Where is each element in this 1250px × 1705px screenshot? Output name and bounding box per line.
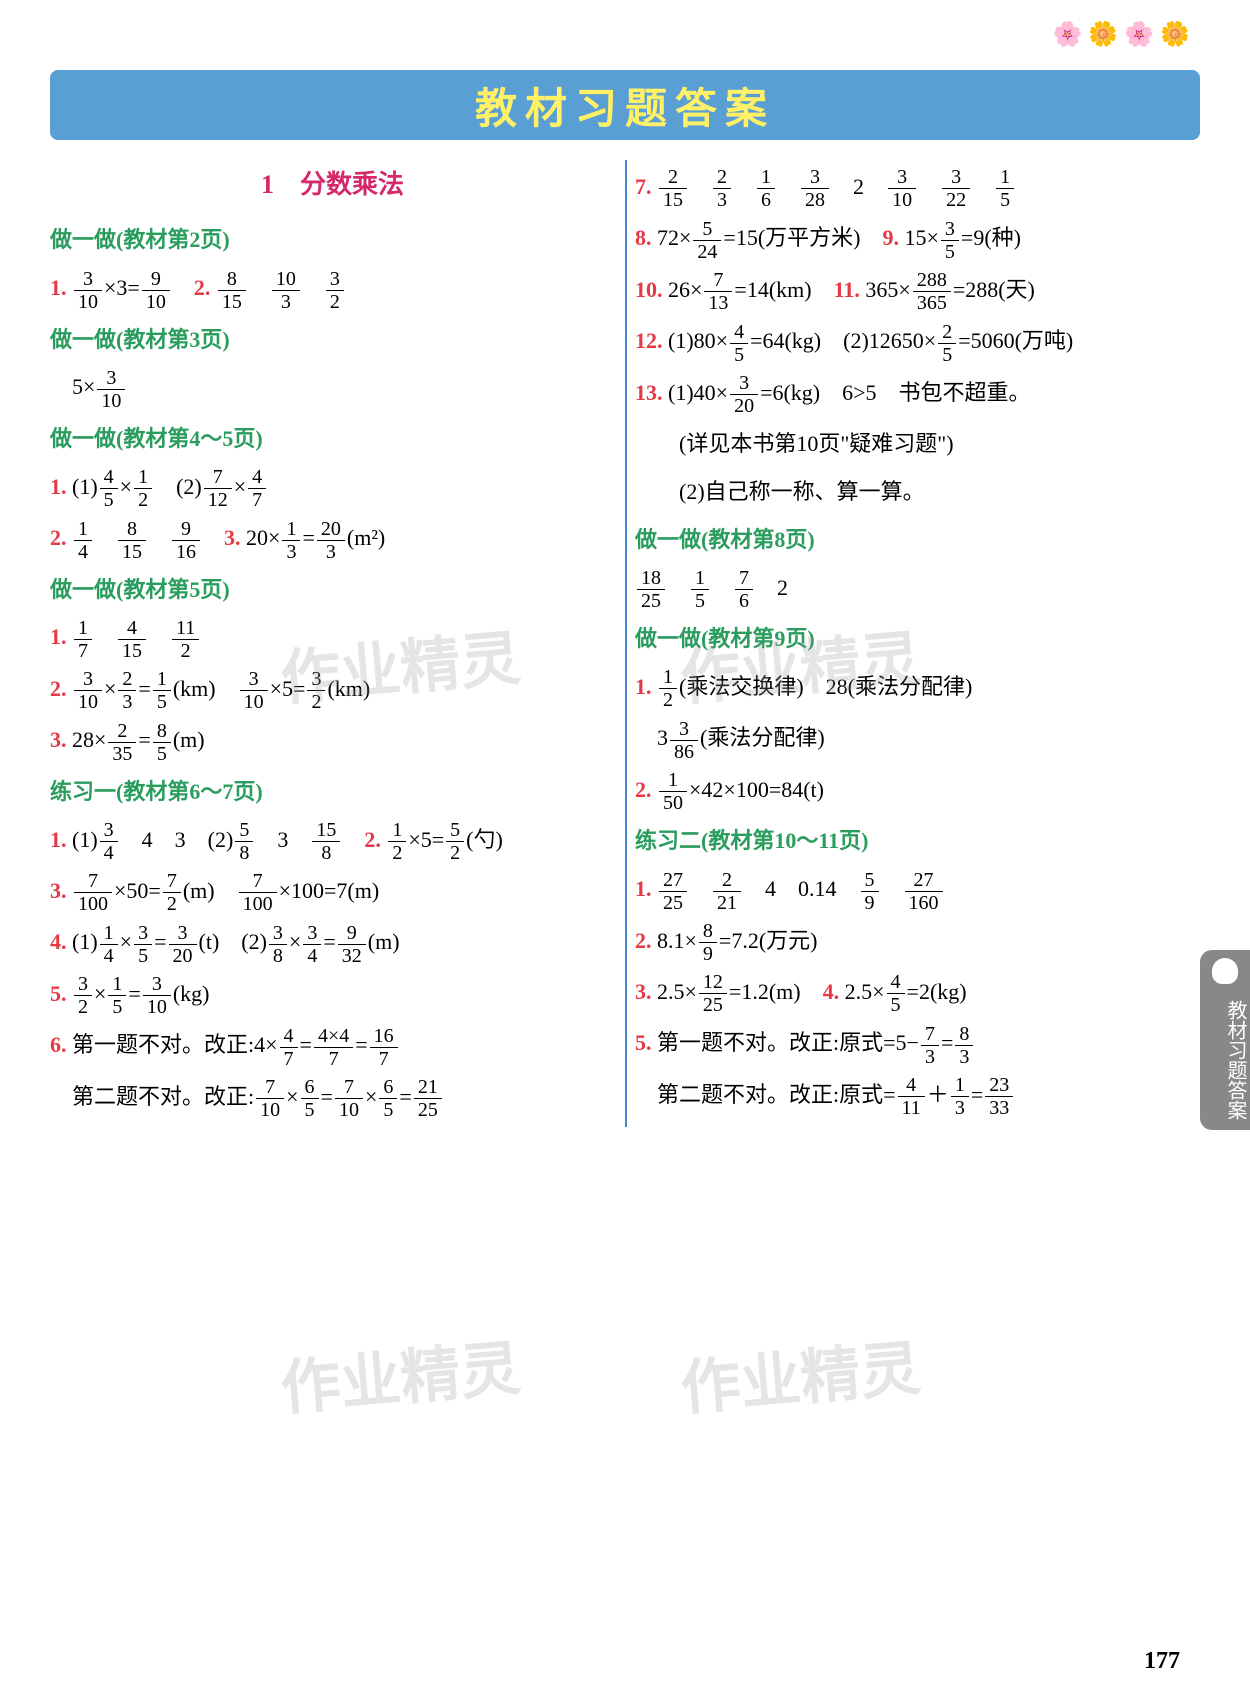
answer-line: 做一做(教材第2页)	[50, 219, 615, 261]
answer-line: 3. 2.5×1225=1.2(m) 4. 2.5×45=2(kg)	[635, 971, 1200, 1016]
title-banner: 教材习题答案	[50, 70, 1200, 140]
answer-line: 1. (1)34 4 3 (2)58 3 158 2. 12×5=52(勺)	[50, 819, 615, 864]
answer-line: 练习二(教材第10～11页)	[635, 820, 1200, 862]
answer-line: 4. (1)14×35=320(t) (2)38×34=932(m)	[50, 921, 615, 966]
answer-line: 做一做(教材第8页)	[635, 519, 1200, 561]
watermark: 作业精灵	[677, 1320, 924, 1428]
answer-line: 1825 15 76 2	[635, 567, 1200, 612]
answer-line: 6. 第一题不对。改正:4×47=4×47=167	[50, 1024, 615, 1069]
answer-line: 做一做(教材第3页)	[50, 319, 615, 361]
right-column: 7. 215 23 16 328 2 310 322 15 8. 72×524=1…	[635, 160, 1200, 1127]
answer-line: 5×310	[50, 366, 615, 411]
answer-line: (2)自己称一称、算一算。	[635, 471, 1200, 513]
answer-line: 5. 32×15=310(kg)	[50, 973, 615, 1018]
answer-line: 3. 28×235=85(m)	[50, 719, 615, 764]
banner-title: 教材习题答案	[475, 75, 775, 136]
answer-line: 做一做(教材第9页)	[635, 618, 1200, 660]
answer-line: 做一做(教材第4～5页)	[50, 418, 615, 460]
answer-line: 第二题不对。改正:原式=411＋13=2333	[635, 1074, 1200, 1119]
answer-line: 1. (1)45×12 (2)712×47	[50, 466, 615, 511]
content-wrapper: 1 分数乘法 做一做(教材第2页) 1. 310×3=910 2. 815 103…	[50, 160, 1200, 1127]
answer-line: 3386(乘法分配律)	[635, 717, 1200, 762]
answer-line: 1. 17 415 112	[50, 616, 615, 661]
decorative-flowers: 🌸 🌼 🌸 🌼	[1052, 20, 1190, 49]
answer-line: 7. 215 23 16 328 2 310 322 15	[635, 166, 1200, 211]
answer-line: 2. 310×23=15(km) 310×5=32(km)	[50, 668, 615, 713]
answer-line: 1. 12(乘法交换律) 28(乘法分配律)	[635, 666, 1200, 711]
answer-line: 2. 14 815 916 3. 20×13=203(m²)	[50, 517, 615, 562]
answer-line: 3. 7100×50=72(m) 7100×100=7(m)	[50, 870, 615, 915]
page-number: 177	[1144, 1648, 1180, 1675]
chapter-title: 1 分数乘法	[50, 160, 615, 209]
left-column: 1 分数乘法 做一做(教材第2页) 1. 310×3=910 2. 815 103…	[50, 160, 615, 1127]
answer-line: 12. (1)80×45=64(kg) (2)12650×25=5060(万吨)	[635, 320, 1200, 365]
column-divider	[625, 160, 627, 1127]
answer-line: 第二题不对。改正:710×65=710×65=2125	[50, 1076, 615, 1121]
watermark: 作业精灵	[277, 1320, 524, 1428]
answer-line: 练习一(教材第6～7页)	[50, 771, 615, 813]
answer-line: 5. 第一题不对。改正:原式=5−73=83	[635, 1022, 1200, 1067]
answer-line: 做一做(教材第5页)	[50, 569, 615, 611]
side-tab: 教材习题答案	[1200, 950, 1250, 1130]
answer-line: 13. (1)40×320=6(kg) 6>5 书包不超重。	[635, 372, 1200, 417]
answer-line: 1. 2725 221 4 0.14 59 27160	[635, 868, 1200, 913]
answer-line: 2. 8.1×89=7.2(万元)	[635, 920, 1200, 965]
side-tab-label: 教材习题答案	[1221, 1000, 1250, 1120]
answer-line: 1. 310×3=910 2. 815 103 32	[50, 267, 615, 312]
answer-line: 10. 26×713=14(km) 11. 365×288365=288(天)	[635, 269, 1200, 314]
answer-line: 8. 72×524=15(万平方米) 9. 15×35=9(种)	[635, 217, 1200, 262]
answer-line: 2. 150×42×100=84(t)	[635, 769, 1200, 814]
answer-line: (详见本书第10页"疑难习题")	[635, 423, 1200, 465]
